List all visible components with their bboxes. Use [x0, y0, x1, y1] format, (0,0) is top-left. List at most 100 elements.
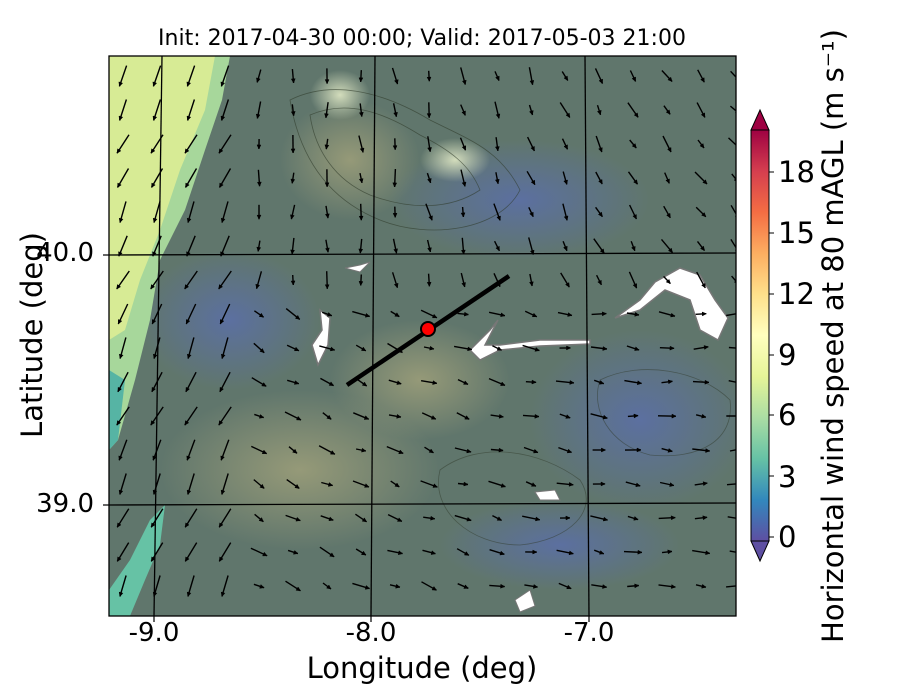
wind-vector-head	[495, 245, 500, 252]
wind-vector-head	[738, 517, 742, 521]
wind-vector-head	[740, 584, 744, 588]
wind-vector-head	[218, 522, 224, 528]
wind-vector-head	[500, 583, 506, 589]
wind-vector-head	[670, 515, 676, 521]
wind-vector-head	[393, 111, 398, 118]
wind-vector-head	[116, 284, 122, 290]
wind-vector-head	[220, 489, 226, 496]
wind-vector-head	[461, 79, 467, 86]
wind-vector-head	[220, 353, 226, 360]
wind-vector-head	[397, 550, 404, 556]
wind-vector-head	[426, 281, 432, 287]
wind-vector-head	[358, 248, 364, 254]
wind-vector-head	[566, 448, 573, 454]
wind-vector-head	[186, 591, 192, 598]
wind-vector-head	[568, 481, 574, 487]
wind-vector-head	[256, 246, 262, 252]
wind-vector-head	[290, 111, 296, 117]
wind-vector-head	[634, 346, 640, 351]
wind-vector-head	[739, 311, 743, 315]
wind-vector-head	[665, 178, 670, 184]
wind-vector-head	[394, 482, 400, 488]
wind-vector-head	[324, 144, 330, 150]
wind-vector-head	[186, 455, 191, 461]
wind-vector-head	[326, 312, 333, 317]
wind-vector-head	[364, 483, 370, 488]
wind-vector-head	[463, 551, 470, 556]
wind-vector-head	[184, 148, 190, 154]
colorbar	[750, 108, 774, 563]
wind-vector-head	[602, 516, 609, 522]
wind-vector-head	[118, 217, 124, 224]
wind-vector-head	[428, 215, 433, 221]
wind-vector-head	[565, 515, 571, 521]
wind-vector-head	[563, 75, 569, 81]
wind-vector-head	[295, 516, 301, 522]
wind-vector-head	[631, 246, 636, 252]
site-marker	[420, 321, 436, 337]
wind-vector-head	[633, 516, 639, 521]
wind-vector-head	[152, 455, 157, 461]
wind-vector-head	[219, 386, 224, 393]
y-tick-label: 40.0	[36, 238, 94, 268]
wind-vector-head	[531, 379, 537, 385]
wind-vector	[726, 313, 736, 317]
wind-vector-head	[467, 346, 473, 352]
wind-vector-head	[633, 179, 638, 185]
wind-vector-head	[496, 215, 501, 221]
wind-vector-head	[220, 591, 226, 598]
wind-vector-head	[151, 182, 156, 188]
wind-vector-head	[737, 346, 741, 350]
wind-vector-head	[394, 312, 400, 317]
wind-vector-head	[531, 482, 537, 487]
wind-vector-head	[531, 312, 538, 318]
wind-vector-head	[220, 217, 226, 224]
wind-vector-head	[427, 147, 432, 153]
wind-vector-head	[293, 550, 299, 555]
wind-vector-head	[567, 312, 573, 317]
wind-vector-head	[461, 145, 467, 151]
wind-vector-head	[701, 212, 707, 218]
wind-vector-head	[151, 386, 156, 393]
wind-vector-head	[529, 281, 534, 287]
colorbar-tick: 12	[778, 277, 815, 311]
wind-vector-head	[432, 313, 438, 319]
wind-vector-head	[667, 448, 673, 453]
wind-vector-head	[255, 283, 261, 290]
x-tick-label: -9.0	[128, 618, 180, 648]
wind-vector	[731, 173, 736, 181]
wind-vector-head	[186, 81, 192, 87]
wind-vector	[731, 275, 736, 283]
wind-vector	[729, 105, 736, 112]
wind-vector-head	[185, 386, 190, 393]
wind-vector-head	[363, 415, 370, 420]
wind-vector-head	[460, 249, 466, 255]
wind-vector-head	[466, 448, 472, 454]
wind-vector-head	[392, 145, 398, 151]
wind-vector-head	[261, 449, 268, 454]
wind-vector-head	[325, 247, 330, 253]
wind-vector-head	[186, 489, 192, 496]
wind-vector-head	[565, 112, 571, 118]
wind-vector-head	[429, 345, 435, 351]
wind-vector-head	[361, 381, 368, 387]
wind-vector-head	[186, 319, 191, 325]
wind-vector-head	[463, 584, 469, 589]
wind-vector-head	[529, 110, 534, 116]
wind-vector-head	[566, 345, 572, 351]
wind-vector-head	[498, 413, 504, 419]
wind-vector	[728, 346, 736, 349]
wind-vector-head	[256, 144, 262, 150]
wind-vector-head	[740, 414, 744, 418]
wind-vector	[726, 585, 736, 588]
x-axis-label: Longitude (deg)	[306, 651, 538, 685]
wind-vector-head	[150, 284, 156, 290]
wind-vector-head	[218, 284, 224, 290]
wind-vector-head	[563, 245, 568, 252]
wind-vector-head	[702, 481, 708, 487]
wind-vector-head	[534, 413, 540, 419]
wind-vector-head	[632, 214, 637, 220]
wind-vector-head	[118, 319, 123, 325]
wind-vector-head	[499, 550, 505, 556]
wind-vector-head	[432, 483, 438, 488]
